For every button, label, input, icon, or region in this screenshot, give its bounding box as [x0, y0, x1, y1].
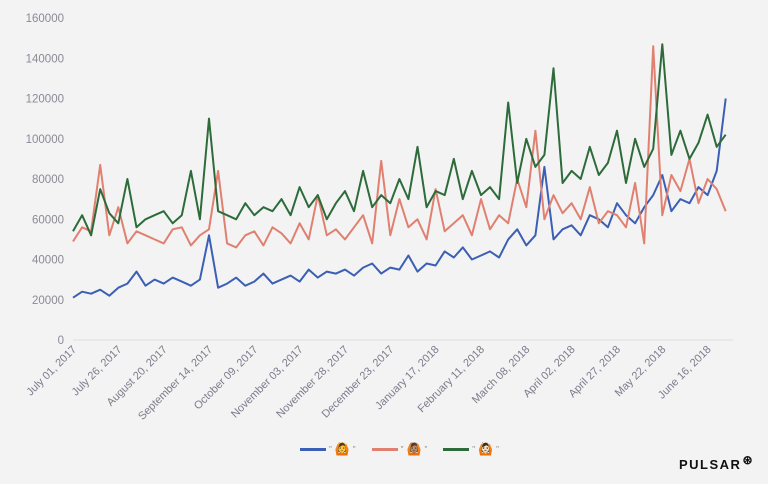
legend-swatch — [300, 447, 326, 451]
x-tick-label: September 14, 2017 — [136, 344, 215, 423]
series-lines — [72, 43, 727, 299]
legend-swatch — [443, 447, 470, 451]
legend-quote-open: " — [329, 444, 332, 454]
series-line-1 — [72, 98, 727, 299]
series-line-3 — [72, 43, 727, 237]
y-tick-label: 120000 — [26, 94, 64, 106]
legend-item-series-2[interactable]: " 🙆🏽 " — [371, 442, 428, 456]
pulsar-logo: PULSAR ⊛ — [678, 453, 754, 472]
y-tick-label: 60000 — [32, 214, 64, 226]
y-tick-label: 80000 — [32, 174, 64, 186]
line-chart: 0 20000 40000 60000 80000 100000 120000 140000 1… — [24, 13, 733, 423]
y-axis: 0 20000 40000 60000 80000 100000 120000 140000 1… — [26, 13, 64, 347]
asterisk-circle-icon: ⊛ — [742, 453, 754, 467]
legend-swatch — [371, 447, 398, 451]
woman-gesturing-ok-icon: 🙆 — [334, 442, 350, 456]
legend-item-series-1[interactable]: " 🙆 " — [300, 442, 356, 456]
legend: " 🙆 " " 🙆🏽 " " 🙆🏻 " — [300, 442, 499, 456]
y-tick-label: 160000 — [26, 13, 64, 25]
y-tick-label: 100000 — [26, 134, 64, 146]
y-tick-label: 20000 — [32, 295, 64, 307]
y-tick-label: 0 — [58, 335, 64, 347]
y-tick-label: 140000 — [26, 53, 64, 65]
legend-item-series-3[interactable]: " 🙆🏻 " — [443, 442, 499, 456]
y-tick-label: 40000 — [32, 255, 64, 267]
woman-gesturing-ok-icon: 🙆🏻 — [478, 442, 494, 456]
woman-gesturing-ok-icon: 🙆🏽 — [406, 442, 422, 456]
legend-quote-open: " — [400, 444, 404, 454]
legend-quote-close: " — [424, 444, 428, 454]
legend-quote-close: " — [496, 444, 499, 454]
legend-quote-open: " — [472, 444, 476, 454]
brand-name: PULSAR — [678, 457, 742, 472]
series-line-2 — [72, 45, 727, 249]
legend-quote-close: " — [352, 444, 356, 454]
